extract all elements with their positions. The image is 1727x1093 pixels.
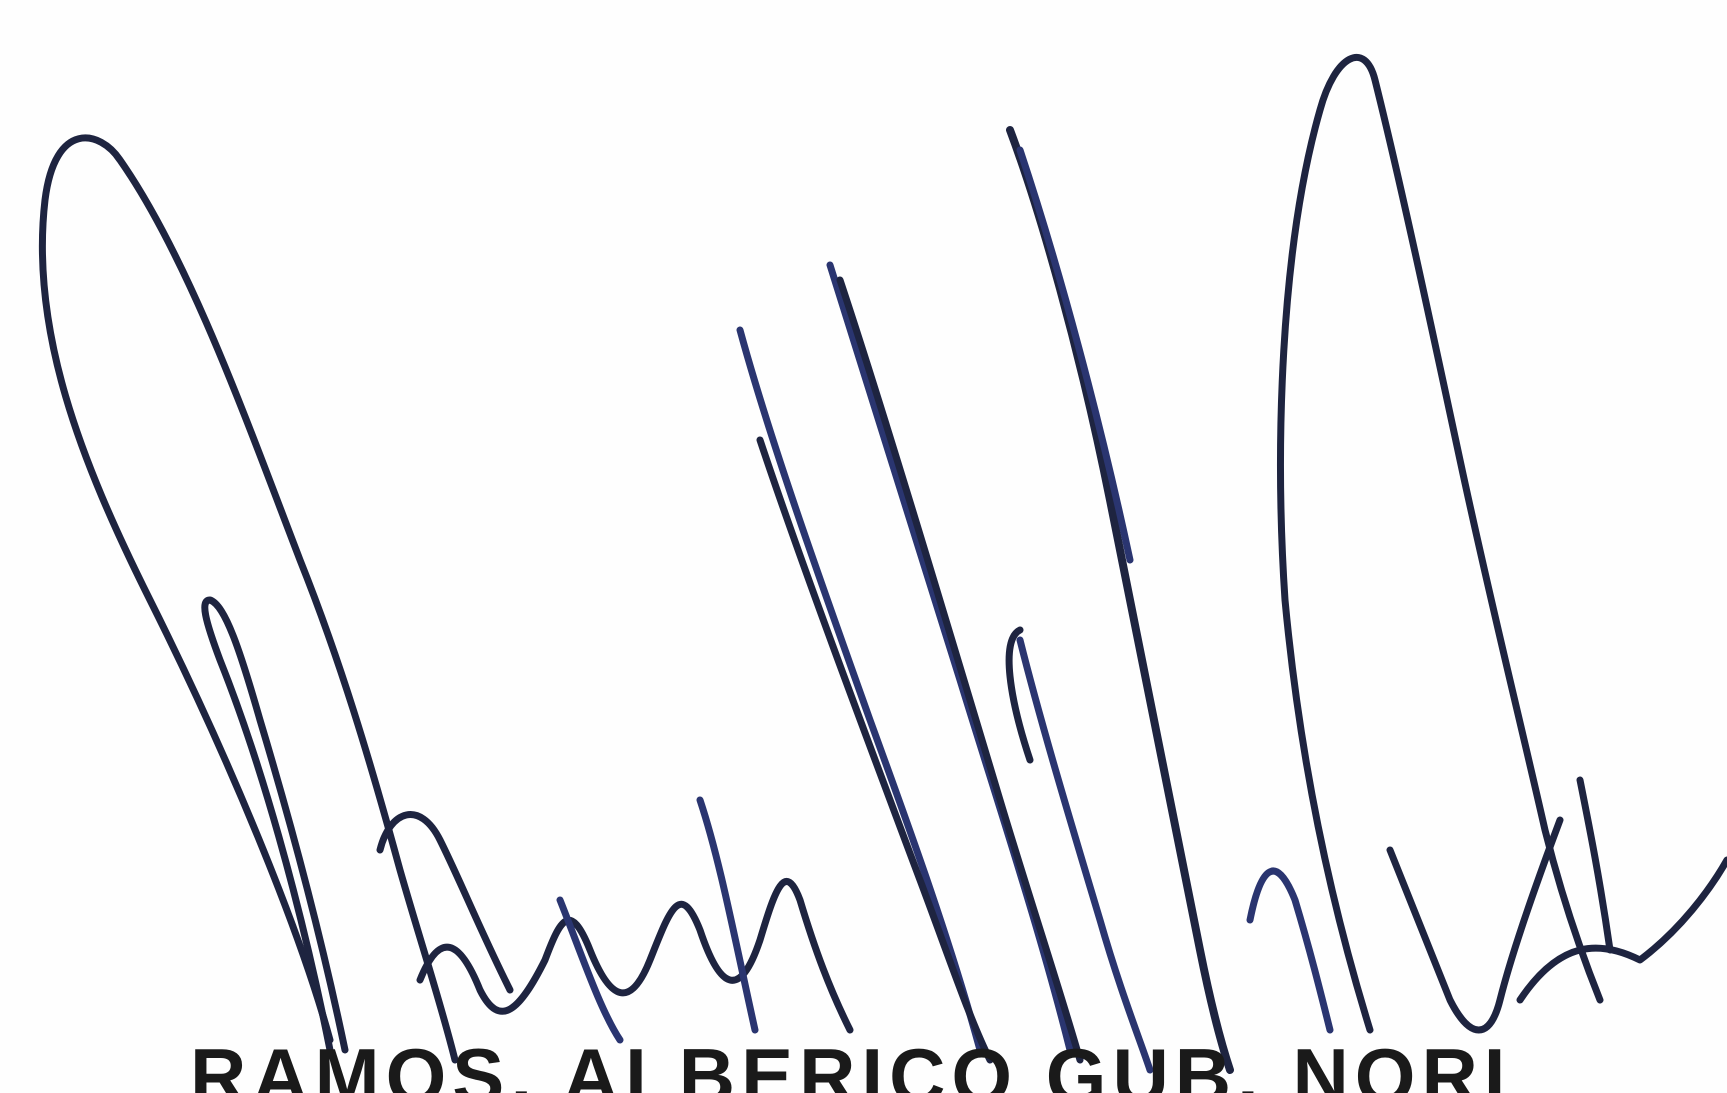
printed-name-text: RAMOS, ALBERICO GUB. NORI — [190, 1036, 1512, 1093]
signature-strokes — [38, 54, 1727, 1074]
